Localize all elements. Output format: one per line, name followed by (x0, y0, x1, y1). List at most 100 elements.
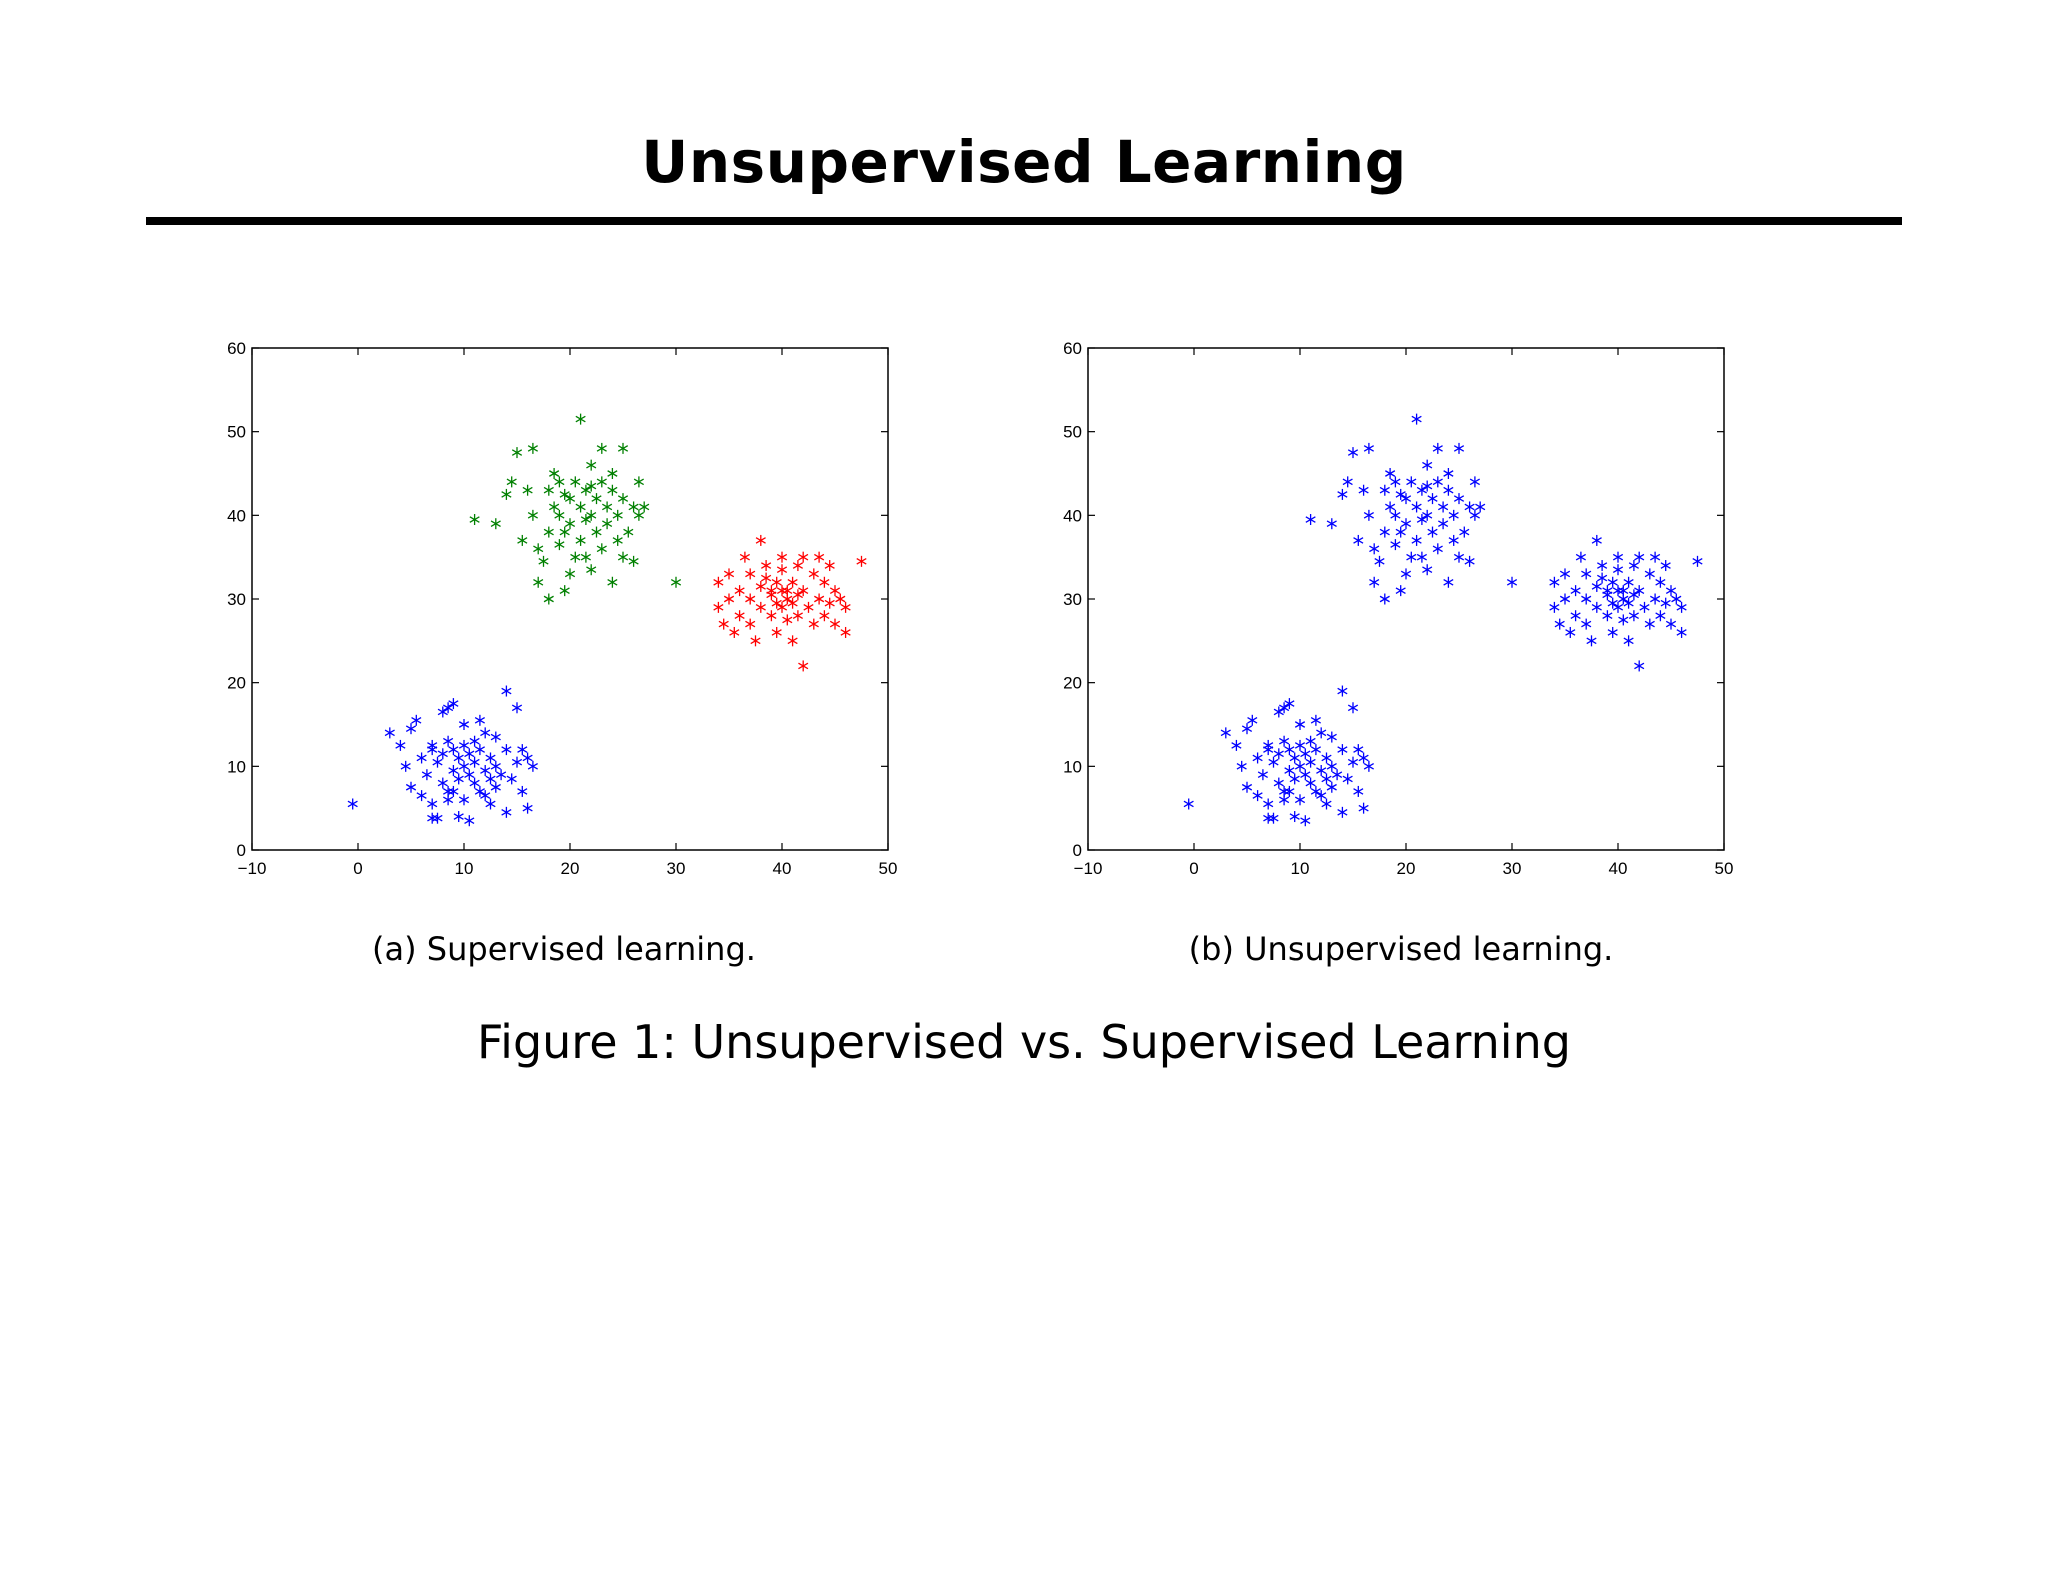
data-point (1390, 539, 1401, 551)
x-tick-label: 20 (561, 859, 580, 878)
data-point (1628, 589, 1639, 601)
data-point (723, 593, 735, 605)
data-point (538, 555, 549, 567)
data-point (443, 702, 454, 714)
data-point (527, 442, 538, 454)
data-point (480, 790, 491, 802)
data-point (1443, 484, 1454, 496)
data-point (1305, 777, 1316, 789)
data-point (1300, 769, 1311, 781)
x-tick-label: 50 (879, 859, 898, 878)
data-point (575, 534, 586, 546)
data-point (840, 626, 851, 638)
data-point (1369, 576, 1380, 588)
data-point (1353, 744, 1364, 756)
data-point (527, 509, 538, 521)
data-point (1263, 798, 1274, 810)
data-point (1294, 739, 1306, 751)
data-point (1300, 748, 1311, 760)
data-point (1634, 551, 1645, 563)
data-point (755, 601, 766, 613)
data-point (1453, 442, 1465, 454)
data-point (575, 413, 586, 425)
data-point (458, 739, 470, 751)
data-point (469, 735, 480, 747)
data-point (448, 785, 459, 797)
data-point (549, 468, 560, 479)
data-point (1347, 702, 1359, 714)
data-point (840, 601, 851, 613)
data-point (835, 593, 846, 605)
data-point (1374, 555, 1385, 567)
subcaption-b: (b) Unsupervised learning. (1188, 930, 1614, 968)
plot-area (1087, 347, 1725, 851)
data-point (1612, 564, 1624, 576)
data-point (480, 765, 491, 777)
data-point (798, 660, 809, 672)
data-point (1379, 593, 1390, 605)
data-point (1453, 551, 1465, 563)
data-point (1363, 509, 1374, 521)
data-point (1416, 551, 1427, 563)
data-point (734, 610, 745, 622)
y-tick-label: 0 (237, 841, 246, 860)
data-point (761, 572, 772, 584)
data-point (819, 610, 830, 622)
data-point (549, 501, 560, 513)
data-point (474, 744, 485, 756)
data-point (586, 480, 597, 492)
data-point (564, 568, 576, 580)
data-point (1332, 769, 1343, 781)
data-point (1469, 509, 1480, 521)
data-point (511, 702, 523, 714)
data-point (1448, 509, 1459, 521)
data-point (1554, 618, 1565, 630)
data-point (1416, 484, 1427, 496)
data-point (829, 618, 841, 630)
data-point (782, 614, 793, 626)
data-point (1607, 597, 1618, 609)
x-tick-label: 40 (1609, 859, 1628, 878)
data-point (1676, 601, 1687, 613)
data-point (580, 484, 591, 496)
data-point (856, 555, 867, 567)
data-point (1231, 739, 1242, 751)
data-point (474, 714, 485, 726)
data-point (787, 597, 798, 609)
data-point (570, 551, 581, 563)
data-point (1363, 760, 1374, 772)
data-point (739, 551, 750, 563)
data-point (586, 564, 597, 576)
data-point (782, 585, 793, 597)
data-point (1559, 568, 1571, 580)
data-point (1326, 760, 1337, 772)
data-point (639, 501, 650, 513)
data-point (1432, 543, 1443, 555)
data-point (1623, 597, 1634, 609)
data-point (1289, 773, 1300, 785)
data-point (723, 568, 735, 580)
data-point (1379, 484, 1390, 496)
data-point (1337, 806, 1348, 818)
data-point (1279, 794, 1290, 806)
data-point (564, 493, 576, 505)
data-point (1591, 580, 1602, 592)
data-point (1438, 518, 1449, 530)
data-point (755, 580, 766, 592)
data-point (1279, 702, 1290, 714)
data-point (400, 760, 411, 772)
data-point (1623, 576, 1634, 588)
data-point (1294, 760, 1306, 772)
data-point (1268, 812, 1279, 824)
data-point (1422, 509, 1433, 521)
data-point (819, 576, 830, 588)
data-point (1316, 727, 1327, 739)
data-point (1347, 756, 1359, 768)
data-point (1644, 568, 1655, 580)
data-point (1257, 769, 1268, 781)
title-rule (146, 217, 1902, 225)
data-point (1300, 815, 1311, 827)
data-point (1273, 748, 1284, 760)
data-point (1602, 610, 1613, 622)
